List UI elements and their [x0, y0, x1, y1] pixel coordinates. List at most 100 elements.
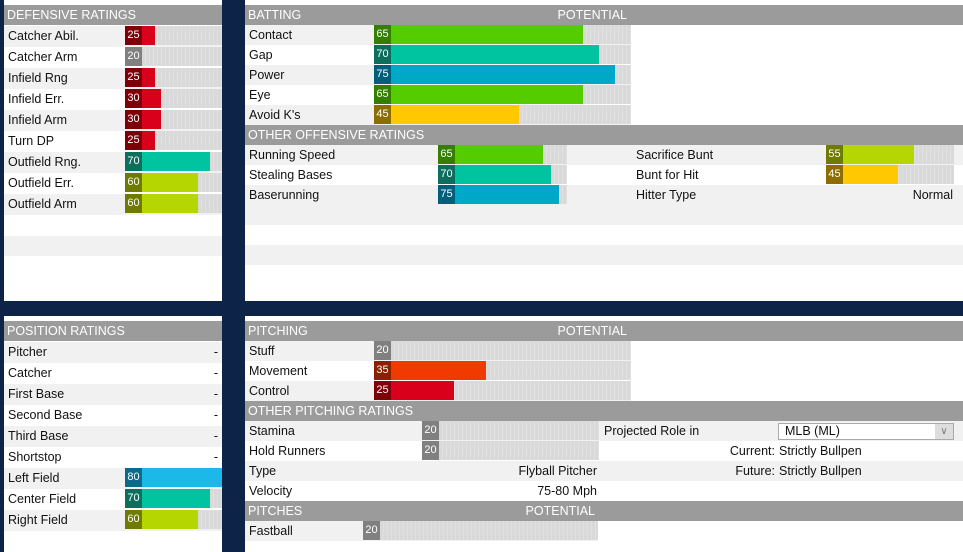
rating-value: 80: [125, 468, 142, 487]
rating-row: Outfield Err. 60: [4, 173, 222, 194]
rating-label: Right Field: [8, 513, 68, 527]
rating-value: 25: [125, 26, 142, 45]
rating-bar: 25: [125, 26, 222, 45]
rating-bar-fill: [826, 145, 914, 164]
rating-row: Left Field 80: [4, 468, 222, 489]
rating-row: Avoid K's 45: [245, 105, 631, 125]
rating-bar-fill: [374, 85, 583, 104]
rating-row: Infield Arm 30: [4, 110, 222, 131]
rating-bar-fill: [374, 361, 486, 380]
rating-bar: 20: [422, 421, 599, 440]
rating-label: Stealing Bases: [249, 168, 333, 182]
section-title: BATTING: [248, 8, 302, 22]
chevron-down-icon[interactable]: ∨: [935, 424, 953, 439]
rating-value: -: [213, 429, 218, 443]
rating-row: Outfield Rng. 70: [4, 152, 222, 173]
rating-value: 20: [422, 421, 439, 440]
rating-row: Power 75: [245, 65, 631, 85]
rating-label: Baserunning: [249, 188, 320, 202]
section-title: OTHER OFFENSIVE RATINGS: [248, 128, 425, 142]
rating-value: -: [213, 408, 218, 422]
rating-row: Infield Err. 30: [4, 89, 222, 110]
rating-bar: 70: [438, 165, 567, 184]
rating-label: Pitcher: [8, 345, 47, 359]
future-role-value: Strictly Bullpen: [779, 464, 862, 478]
rating-label: Left Field: [8, 471, 60, 485]
rating-bar: 30: [125, 89, 222, 108]
section-title: OTHER PITCHING RATINGS: [248, 404, 414, 418]
rating-bar-fill: [826, 165, 898, 184]
rating-row: Center Field 70: [4, 489, 222, 510]
section-header: DEFENSIVE RATINGS: [4, 5, 222, 25]
rating-value: 65: [374, 25, 391, 44]
velocity-label: Velocity: [249, 484, 293, 498]
rating-value: 30: [125, 89, 142, 108]
pitch-label: Fastball: [249, 524, 293, 538]
rating-row: Contact 65: [245, 25, 631, 45]
rating-row: Stuff 20: [245, 341, 631, 361]
rating-bar: 55: [826, 145, 954, 164]
rating-label: Outfield Rng.: [8, 155, 81, 169]
rating-value: 35: [374, 361, 391, 380]
rating-row: Control 25: [245, 381, 631, 401]
rating-label: Contact: [249, 28, 293, 42]
rating-value: 20: [363, 521, 380, 540]
section-title: POSITION RATINGS: [7, 324, 125, 338]
rating-value: 25: [125, 68, 142, 87]
rating-bar: 45: [374, 105, 631, 124]
rating-bar: 65: [374, 85, 631, 104]
rating-row: Right Field 60: [4, 510, 222, 531]
rating-bar-fill: [125, 194, 198, 213]
rating-value: 70: [374, 45, 391, 64]
projected-role-label: Projected Role in: [604, 424, 700, 438]
rating-row: Catcher Arm 20: [4, 47, 222, 68]
rating-value: 60: [125, 194, 142, 213]
rating-label: Catcher: [8, 366, 52, 380]
rating-label: Turn DP: [8, 134, 55, 148]
rating-bar: 25: [374, 381, 631, 400]
rating-value: -: [213, 450, 218, 464]
rating-label: Bunt for Hit: [636, 168, 699, 182]
rating-label: Outfield Arm: [8, 197, 77, 211]
rating-value: 60: [125, 510, 142, 529]
rating-bar: 30: [125, 110, 222, 129]
rating-label: First Base: [8, 387, 65, 401]
rating-label: Infield Arm: [8, 113, 68, 127]
rating-bar: 70: [374, 45, 631, 64]
rating-bar: 35: [374, 361, 631, 380]
rating-label: Catcher Arm: [8, 50, 78, 64]
type-label: Type: [249, 464, 277, 478]
rating-bar: 65: [438, 145, 567, 164]
rating-value: 20: [125, 47, 142, 66]
rating-row: Gap 70: [245, 45, 631, 65]
rating-label: Avoid K's: [249, 108, 301, 122]
rating-label: Control: [249, 384, 290, 398]
projected-role-value: MLB (ML): [785, 424, 840, 438]
section-header: BATTING POTENTIAL: [245, 5, 963, 25]
empty-row: [245, 541, 963, 552]
rating-value: 70: [438, 165, 455, 184]
rating-value: 70: [125, 152, 142, 171]
rating-value: 45: [826, 165, 843, 184]
empty-row: [4, 236, 222, 256]
rating-label: Infield Rng: [8, 71, 68, 85]
rating-label: Sacrifice Bunt: [636, 148, 714, 162]
potential-label: POTENTIAL: [525, 504, 595, 518]
future-role-label: Future:: [735, 464, 775, 478]
rating-row: Third Base -: [4, 426, 222, 447]
rating-bar-fill: [438, 185, 559, 204]
empty-row: [245, 205, 963, 225]
velocity-value: 75-80 Mph: [537, 484, 597, 498]
hitter-type-label: Hitter Type: [636, 188, 697, 202]
rating-bar: 45: [826, 165, 954, 184]
rating-value: -: [213, 345, 218, 359]
rating-value: 60: [125, 173, 142, 192]
rating-label: Movement: [249, 364, 308, 378]
projected-role-select[interactable]: MLB (ML) ∨: [778, 423, 954, 440]
rating-bar: 60: [125, 194, 222, 213]
rating-label: Outfield Err.: [8, 176, 74, 190]
rating-row: Baserunning 75 Hitter Type Normal: [245, 185, 963, 205]
rating-label: Shortstop: [8, 450, 62, 464]
rating-label: Catcher Abil.: [8, 29, 79, 43]
rating-value: -: [213, 387, 218, 401]
